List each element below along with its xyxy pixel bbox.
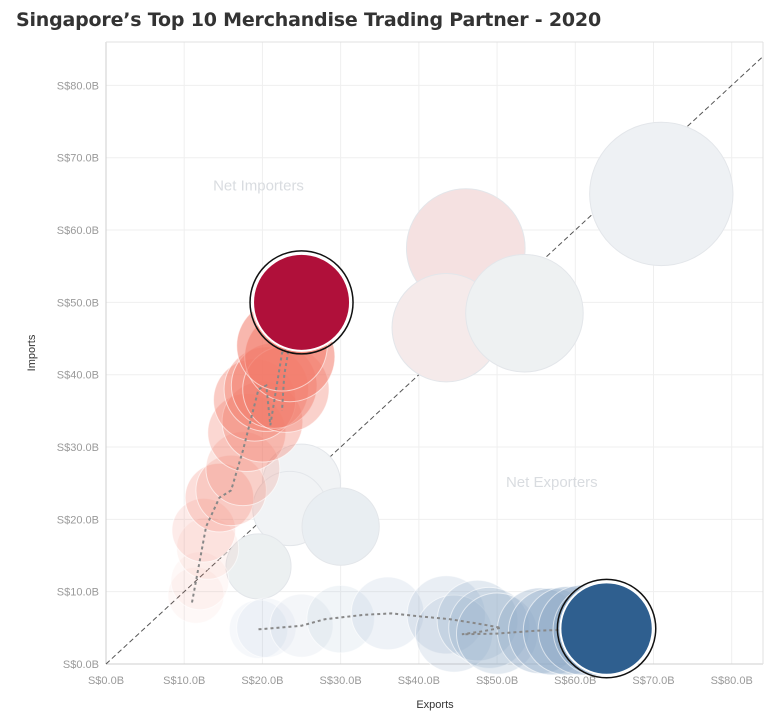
y-tick-label: S$70.0B (57, 153, 99, 165)
highlight-ring (556, 578, 657, 679)
highlighted-bubble (252, 252, 352, 352)
x-axis-title: Exports (416, 699, 454, 711)
x-tick-label: S$80.0B (711, 675, 753, 687)
highlight-ring (249, 250, 354, 355)
y-tick-label: S$60.0B (57, 225, 99, 237)
tick-labels: S$0.0B S$10.0B S$20.0B S$30.0B S$40.0B S$50.0… (57, 80, 753, 687)
bubble-point (167, 566, 225, 624)
x-tick-label: S$10.0B (163, 675, 205, 687)
bubble-point (465, 253, 584, 373)
y-tick-label: S$20.0B (57, 514, 99, 526)
y-tick-label: S$50.0B (57, 297, 99, 309)
x-tick-label: S$40.0B (398, 675, 440, 687)
bubble-point (415, 594, 494, 673)
y-tick-label: S$0.0B (63, 659, 99, 671)
bubble-point (205, 431, 281, 507)
highlighted-bubble (559, 581, 654, 676)
bubble-point (306, 584, 375, 654)
y-tick-label: S$80.0B (57, 80, 99, 92)
bubble-point (589, 121, 734, 267)
y-tick-label: S$40.0B (57, 370, 99, 382)
x-tick-label: S$20.0B (241, 675, 283, 687)
trend-trail-line (258, 612, 591, 636)
bubble-point (301, 487, 380, 566)
region-annotation: Net Exporters (506, 474, 598, 491)
x-tick-label: S$70.0B (632, 675, 674, 687)
y-tick-label: S$10.0B (57, 587, 99, 599)
y-axis-title: Imports (26, 334, 38, 371)
chart-title: Singapore’s Top 10 Merchandise Trading P… (16, 9, 601, 31)
x-tick-label: S$60.0B (554, 675, 596, 687)
bubbles (167, 121, 734, 679)
bubble-point (448, 586, 531, 669)
x-tick-label: S$50.0B (476, 675, 518, 687)
region-annotation: Net Importers (213, 177, 304, 194)
x-tick-label: S$30.0B (320, 675, 362, 687)
bubble-point (350, 576, 425, 651)
bubble-point (170, 551, 230, 611)
annotations: Net Importers Net Exporters (213, 177, 598, 491)
y-tick-label: S$30.0B (57, 442, 99, 454)
x-tick-label: S$0.0B (88, 675, 124, 687)
bubble-point (171, 497, 237, 563)
